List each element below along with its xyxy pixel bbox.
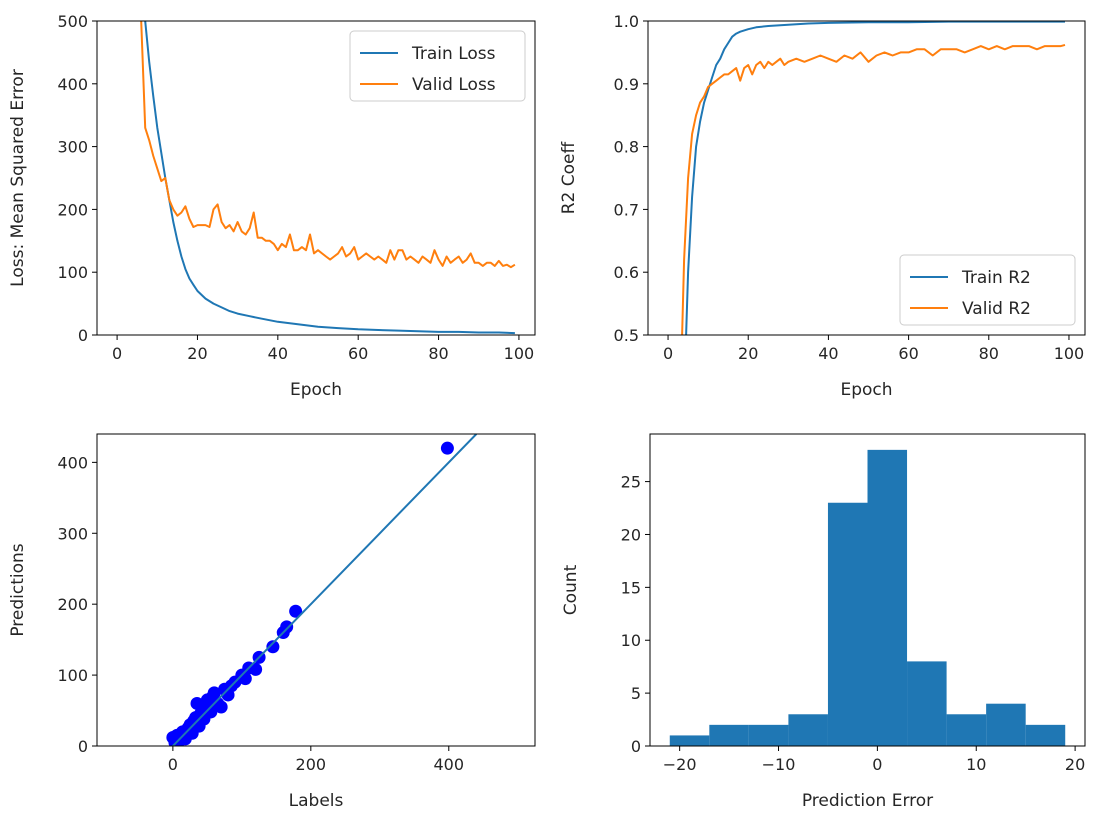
histogram-bar: [867, 449, 908, 746]
y-tick-label: 0.5: [614, 326, 639, 345]
x-tick-label: 0: [663, 344, 673, 363]
y-tick-label: 15: [621, 578, 641, 597]
plot-area-3: [669, 449, 1066, 746]
y-tick-label: 100: [57, 263, 88, 282]
axes-frame: [96, 433, 536, 747]
y-tick-label: 400: [57, 453, 88, 472]
x-tick-label: 0: [872, 755, 882, 774]
y-tick-label: 400: [57, 75, 88, 94]
identity-line: [171, 434, 478, 746]
x-tick-label: 60: [348, 344, 368, 363]
histogram-bar: [907, 661, 947, 746]
histogram-bar: [669, 735, 710, 746]
x-tick-label: 0: [112, 344, 122, 363]
x-tick-label: 80: [428, 344, 448, 363]
y-tick-label: 0.6: [614, 263, 639, 282]
scatter-point: [289, 604, 303, 618]
y-axis-label: R2 Coeff: [559, 140, 579, 214]
x-axis-label: Epoch: [290, 380, 342, 400]
histogram-bar: [709, 724, 749, 746]
axes-frame: [647, 20, 1086, 336]
x-axis-label: Prediction Error: [802, 791, 933, 811]
y-tick-label: 0: [78, 326, 88, 345]
y-tick-label: 0: [631, 737, 641, 756]
legend-label: Valid Loss: [412, 75, 496, 95]
legend-label: Valid R2: [962, 299, 1031, 319]
legend-label: Train R2: [961, 268, 1031, 288]
x-tick-label: 60: [898, 344, 918, 363]
histogram-bar: [986, 703, 1026, 746]
x-tick-label: 20: [187, 344, 207, 363]
y-tick-label: 0.9: [614, 75, 639, 94]
x-tick-label: −10: [762, 755, 796, 774]
x-axis-label: Epoch: [840, 380, 892, 400]
legend-label: Train Loss: [411, 44, 496, 64]
x-tick-label: 20: [1065, 755, 1085, 774]
y-axis-label: Count: [561, 564, 581, 615]
y-tick-label: 25: [621, 473, 641, 492]
y-tick-label: 200: [57, 595, 88, 614]
scatter-point: [280, 620, 294, 634]
y-tick-label: 1.0: [614, 12, 639, 31]
y-tick-label: 0.7: [614, 200, 639, 219]
series-line-train-r2: [685, 21, 1065, 335]
y-tick-label: 500: [57, 12, 88, 31]
y-tick-label: 10: [621, 631, 641, 650]
y-axis-label: Predictions: [8, 543, 28, 636]
x-tick-label: 80: [979, 344, 999, 363]
y-tick-label: 0.8: [614, 138, 639, 157]
y-tick-label: 300: [57, 524, 88, 543]
y-tick-label: 200: [57, 200, 88, 219]
scatter-point: [440, 441, 454, 455]
scatter-point: [214, 700, 228, 714]
histogram-bar: [788, 714, 828, 746]
y-tick-label: 100: [57, 666, 88, 685]
histogram-bar: [946, 714, 987, 746]
histogram-bar: [1025, 724, 1066, 746]
plot-area-1: [681, 21, 1066, 335]
y-tick-label: 0: [78, 737, 88, 756]
x-tick-label: 20: [738, 344, 758, 363]
x-tick-label: 40: [268, 344, 288, 363]
y-tick-label: 300: [57, 138, 88, 157]
scatter-point: [266, 640, 280, 654]
x-tick-label: 0: [168, 755, 178, 774]
x-axis-label: Labels: [289, 791, 344, 811]
y-axis-label: Loss: Mean Squared Error: [8, 69, 28, 287]
axes-frame: [96, 20, 536, 336]
histogram-bar: [827, 502, 868, 746]
y-tick-label: 20: [621, 525, 641, 544]
x-tick-label: 40: [818, 344, 838, 363]
histogram-bar: [748, 724, 789, 746]
x-tick-label: 100: [1054, 344, 1085, 363]
x-tick-label: 10: [966, 755, 986, 774]
y-tick-label: 5: [631, 684, 641, 703]
x-tick-label: 400: [434, 755, 465, 774]
plot-area-2: [166, 434, 478, 746]
x-tick-label: 200: [296, 755, 327, 774]
series-line-valid-loss: [140, 21, 516, 269]
series-line-valid-r2: [681, 43, 1066, 335]
scatter-point: [249, 662, 263, 676]
axes-frame: [649, 433, 1086, 747]
x-tick-label: 100: [504, 344, 535, 363]
x-tick-label: −20: [663, 755, 697, 774]
plot-area-0: [140, 21, 516, 335]
scatter-point: [207, 686, 221, 700]
